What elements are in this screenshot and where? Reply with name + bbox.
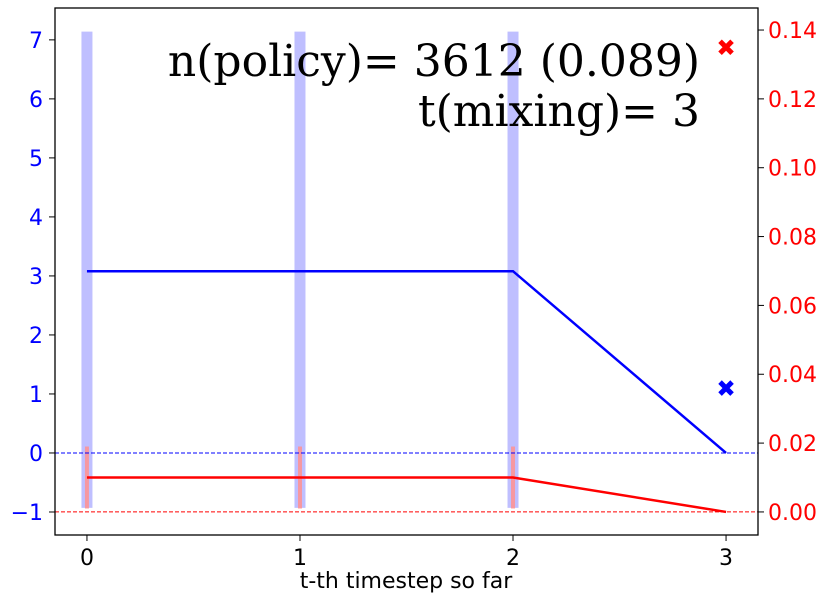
line <box>86 269 727 454</box>
x-tick-label: 0 <box>80 546 94 571</box>
y-tick-label: 1 <box>29 383 43 408</box>
line <box>86 476 727 514</box>
plot-frame <box>54 7 759 536</box>
y2-tick-label: 0.00 <box>768 501 817 526</box>
y2-tick-label: 0.12 <box>768 88 817 113</box>
y2-tick-label: 0.06 <box>768 294 817 319</box>
y2-tick-label: 0.08 <box>768 226 817 251</box>
y-tick-label: 6 <box>29 88 43 113</box>
y-tick-label: 7 <box>29 29 43 54</box>
annotation: t(mixing)= 3 <box>418 86 700 137</box>
annotation: n(policy)= 3612 (0.089) <box>168 36 700 87</box>
y-tick-label: 3 <box>29 265 43 290</box>
y-tick-label: 0 <box>29 442 43 467</box>
x-tick-label: 2 <box>506 546 520 571</box>
x-marker <box>718 380 734 396</box>
y2-tick-label: 0.10 <box>768 157 817 182</box>
x-axis-label: t-th timestep so far <box>300 569 514 594</box>
x-tick-label: 3 <box>719 546 733 571</box>
y-tick-label: 5 <box>29 147 43 172</box>
y-tick-label: 2 <box>29 324 43 349</box>
y2-tick-label: 0.04 <box>768 363 817 388</box>
band-bar <box>81 31 93 508</box>
x-tick-label: 1 <box>293 546 307 571</box>
band-bar <box>294 31 306 508</box>
band-bar <box>507 31 519 508</box>
y-tick-label: 4 <box>29 206 43 231</box>
y2-tick-label: 0.02 <box>768 432 817 457</box>
y-tick-label: −1 <box>11 501 43 526</box>
y2-tick-label: 0.14 <box>768 19 817 44</box>
x-marker <box>718 39 734 56</box>
